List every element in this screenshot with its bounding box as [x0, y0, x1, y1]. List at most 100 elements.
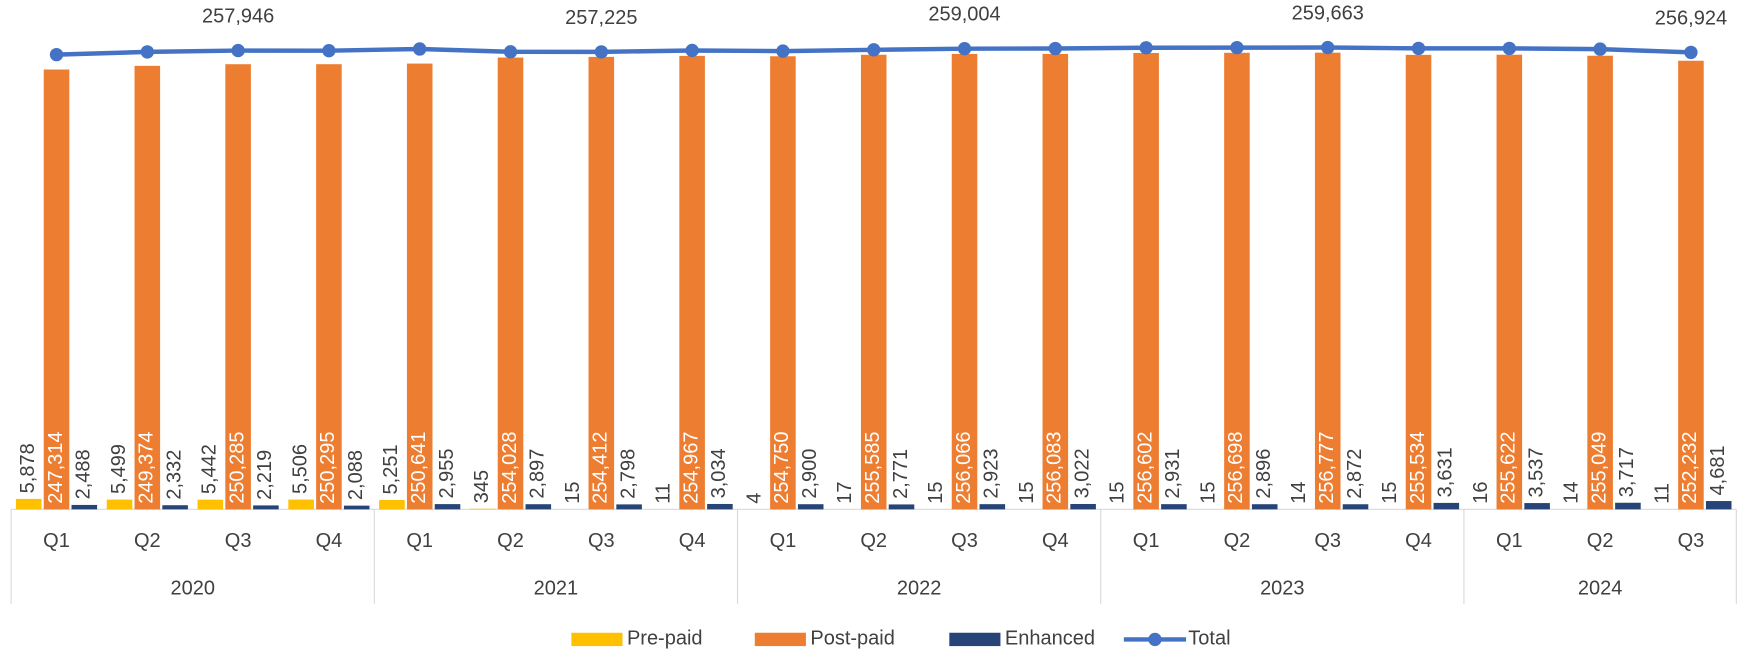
line-point [957, 42, 972, 56]
line-point [1502, 41, 1516, 56]
x-tick-label: Q3 [225, 530, 252, 552]
data-label: 256,602 [1134, 432, 1156, 504]
data-label: 2,219 [254, 450, 276, 500]
bar [770, 56, 796, 510]
data-label: 257,946 [202, 6, 274, 28]
bar [797, 504, 824, 510]
x-tick-label: Q4 [1042, 530, 1069, 552]
data-label: 5,878 [17, 443, 39, 493]
bar [1224, 52, 1250, 510]
group-label: 2022 [897, 578, 942, 600]
line-point [49, 47, 64, 62]
bar [1705, 501, 1732, 510]
bar [343, 505, 370, 510]
bar [197, 499, 224, 510]
bar [588, 56, 615, 510]
line-point [1684, 45, 1698, 60]
data-label: 5,506 [289, 444, 311, 494]
data-label: 254,750 [771, 432, 793, 504]
bar [525, 504, 552, 510]
bar [1133, 52, 1159, 510]
bar [15, 498, 42, 510]
group-label: 2021 [534, 578, 579, 600]
legend-swatch [1148, 632, 1162, 647]
bar [225, 64, 251, 510]
data-label: 345 [471, 470, 493, 503]
legend-label: Pre-paid [627, 628, 703, 650]
data-label: 2,488 [73, 449, 95, 499]
bar [106, 499, 133, 510]
bar [888, 504, 915, 510]
bar [1433, 502, 1460, 510]
line-point [413, 42, 427, 56]
x-tick-label: Q3 [951, 530, 978, 552]
data-label: 254,412 [590, 432, 612, 504]
data-label: 3,034 [708, 448, 730, 498]
data-label: 256,083 [1044, 432, 1066, 504]
bar [1314, 52, 1341, 510]
data-label: 5,251 [380, 444, 402, 494]
bar [288, 499, 314, 510]
x-tick-label: Q1 [1133, 530, 1160, 552]
bar [497, 57, 524, 510]
bar [134, 65, 161, 510]
group-label: 2020 [170, 578, 214, 600]
data-label: 2,332 [163, 450, 185, 500]
data-label: 259,663 [1292, 2, 1364, 24]
bar [434, 504, 461, 510]
bar [1615, 502, 1641, 510]
data-label: 11 [1651, 483, 1673, 504]
data-label: 2,872 [1344, 449, 1366, 499]
x-tick-label: Q1 [1496, 530, 1523, 552]
group-label: 2024 [1578, 578, 1623, 600]
line-point [322, 44, 336, 58]
x-tick-label: Q2 [860, 530, 887, 552]
line-point [1321, 40, 1335, 55]
data-label: 255,534 [1407, 432, 1429, 504]
data-label: 2,798 [617, 449, 639, 499]
data-label: 5,442 [199, 444, 221, 494]
line-point [231, 43, 245, 58]
bar [979, 504, 1006, 510]
legend-label: Post-paid [810, 628, 894, 650]
data-label: 257,225 [565, 7, 637, 29]
bar [71, 504, 98, 510]
legend-swatch [754, 632, 806, 647]
line-point [1593, 42, 1607, 56]
line-point [503, 45, 518, 59]
data-label: 4 [743, 493, 765, 504]
data-label: 2,771 [890, 449, 912, 499]
line-point [1048, 41, 1062, 56]
data-label: 3,022 [1071, 448, 1093, 498]
data-label: 15 [1107, 482, 1129, 504]
bar [1678, 60, 1704, 510]
data-label: 255,622 [1498, 432, 1520, 504]
line-point [1139, 41, 1153, 55]
data-label: 2,900 [799, 449, 821, 499]
bar [860, 54, 887, 510]
bar [1405, 54, 1432, 510]
bar [1496, 54, 1523, 510]
bar [43, 69, 70, 510]
bar [1587, 55, 1613, 510]
x-tick-label: Q4 [1405, 530, 1432, 552]
data-label: 254,028 [499, 432, 521, 504]
data-label: 259,004 [928, 4, 1000, 26]
data-label: 256,066 [953, 432, 975, 504]
data-label: 11 [653, 483, 675, 504]
x-tick-label: Q1 [406, 530, 433, 552]
data-label: 250,641 [408, 432, 430, 504]
data-label: 14 [1288, 482, 1310, 504]
x-tick-label: Q3 [1678, 530, 1705, 552]
data-label: 256,698 [1225, 432, 1247, 504]
bar [679, 55, 705, 510]
bar [162, 505, 188, 510]
line-point [776, 44, 790, 58]
data-label: 3,537 [1525, 447, 1547, 497]
data-label: 256,777 [1316, 432, 1338, 504]
x-tick-label: Q2 [1587, 530, 1614, 552]
bar [707, 503, 733, 510]
bar [1070, 503, 1096, 510]
bar [1251, 504, 1278, 510]
line-point [594, 45, 608, 59]
